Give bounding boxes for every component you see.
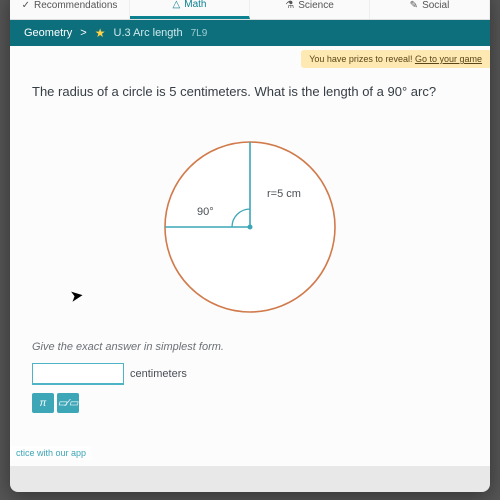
circle-diagram: r=5 cm 90° (135, 117, 365, 327)
breadcrumb-section[interactable]: U.3 Arc length (114, 27, 183, 39)
pencil-icon: ✎ (410, 0, 418, 11)
content-area: You have prizes to reveal! Go to your ga… (10, 46, 490, 466)
answer-input[interactable] (32, 363, 124, 385)
unit-label: centimeters (130, 368, 187, 380)
breadcrumb: Geometry > ★ U.3 Arc length 7L9 (10, 20, 490, 46)
breadcrumb-code: 7L9 (191, 28, 208, 39)
prize-text: You have prizes to reveal! (309, 54, 415, 64)
tab-label: Math (184, 0, 206, 10)
tab-math[interactable]: △ Math (130, 0, 250, 19)
prize-link[interactable]: Go to your game (415, 54, 482, 64)
tab-recommendations[interactable]: ✓ Recommendations (10, 0, 130, 19)
angle-label: 90° (197, 206, 214, 218)
subject-tabs: ✓ Recommendations △ Math ⚗ Science ✎ Soc… (10, 0, 490, 20)
star-icon: ★ (95, 26, 106, 40)
symbol-toolbar: π ▭⁄▭ (32, 393, 468, 413)
check-icon: ✓ (22, 0, 30, 11)
app-hint[interactable]: ctice with our app (10, 446, 92, 460)
prize-banner[interactable]: You have prizes to reveal! Go to your ga… (301, 50, 490, 68)
triangle-icon: △ (173, 0, 181, 10)
question-text: The radius of a circle is 5 centimeters.… (32, 84, 468, 99)
pi-button[interactable]: π (32, 393, 54, 413)
breadcrumb-subject[interactable]: Geometry (24, 27, 72, 39)
beaker-icon: ⚗ (285, 0, 294, 11)
radius-label: r=5 cm (267, 188, 301, 200)
tab-label: Science (298, 0, 334, 11)
cursor-icon: ➤ (69, 285, 85, 307)
tab-label: Social (422, 0, 449, 11)
fraction-button[interactable]: ▭⁄▭ (57, 393, 79, 413)
answer-row: centimeters (32, 363, 468, 385)
chevron-right-icon: > (80, 27, 86, 39)
instruction-text: Give the exact answer in simplest form. (32, 341, 468, 353)
tab-label: Recommendations (34, 0, 117, 11)
tab-social[interactable]: ✎ Social (370, 0, 490, 19)
tab-science[interactable]: ⚗ Science (250, 0, 370, 19)
